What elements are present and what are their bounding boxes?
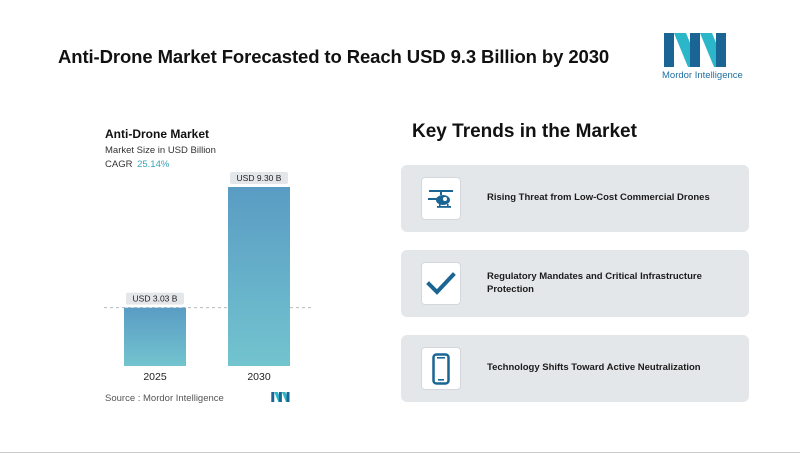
value-label: USD 3.03 B [133, 294, 178, 304]
cagr-value: 25.14% [137, 159, 170, 170]
source-text: Source : Mordor Intelligence [105, 393, 224, 404]
value-label: USD 9.30 B [237, 173, 282, 183]
helicopter-icon [428, 189, 453, 208]
bar-2030 [228, 187, 290, 366]
trend-icon-box [421, 177, 461, 220]
trend-label: Technology Shifts Toward Active Neutrali… [487, 362, 701, 374]
trend-label: Rising Threat from Low-Cost Commercial D… [487, 192, 710, 204]
cagr-line: CAGR 25.14% [105, 159, 169, 170]
trend-card-active-neutralization: Technology Shifts Toward Active Neutrali… [401, 335, 749, 402]
trend-icon-box [421, 347, 461, 390]
trend-card-low-cost-drones: Rising Threat from Low-Cost Commercial D… [401, 165, 749, 232]
chart-title: Anti-Drone Market [105, 127, 210, 141]
category-label: 2030 [247, 371, 271, 383]
mordor-logo-icon [664, 33, 726, 67]
page-title: Anti-Drone Market Forecasted to Reach US… [58, 46, 610, 67]
value-label-bg [230, 172, 288, 184]
trend-card-regulatory-mandates: Regulatory Mandates and Critical Infrast… [401, 250, 749, 317]
brand-name: Mordor Intelligence [662, 70, 743, 81]
cagr-label: CAGR [105, 159, 133, 170]
category-label: 2025 [143, 371, 167, 383]
trend-icon-box [421, 262, 461, 305]
bottom-divider [0, 452, 800, 453]
checkmark-icon [426, 271, 456, 295]
brand-logo: Mordor Intelligence [662, 33, 743, 83]
mobile-device-icon [432, 352, 450, 385]
chart-subtitle: Market Size in USD Billion [105, 145, 216, 156]
bar-2025 [124, 307, 186, 366]
trends-heading: Key Trends in the Market [412, 121, 637, 142]
value-label-bg [126, 292, 184, 305]
trend-label: Regulatory Mandates and Critical Infrast… [487, 271, 702, 295]
mordor-small-logo-icon [271, 392, 290, 402]
